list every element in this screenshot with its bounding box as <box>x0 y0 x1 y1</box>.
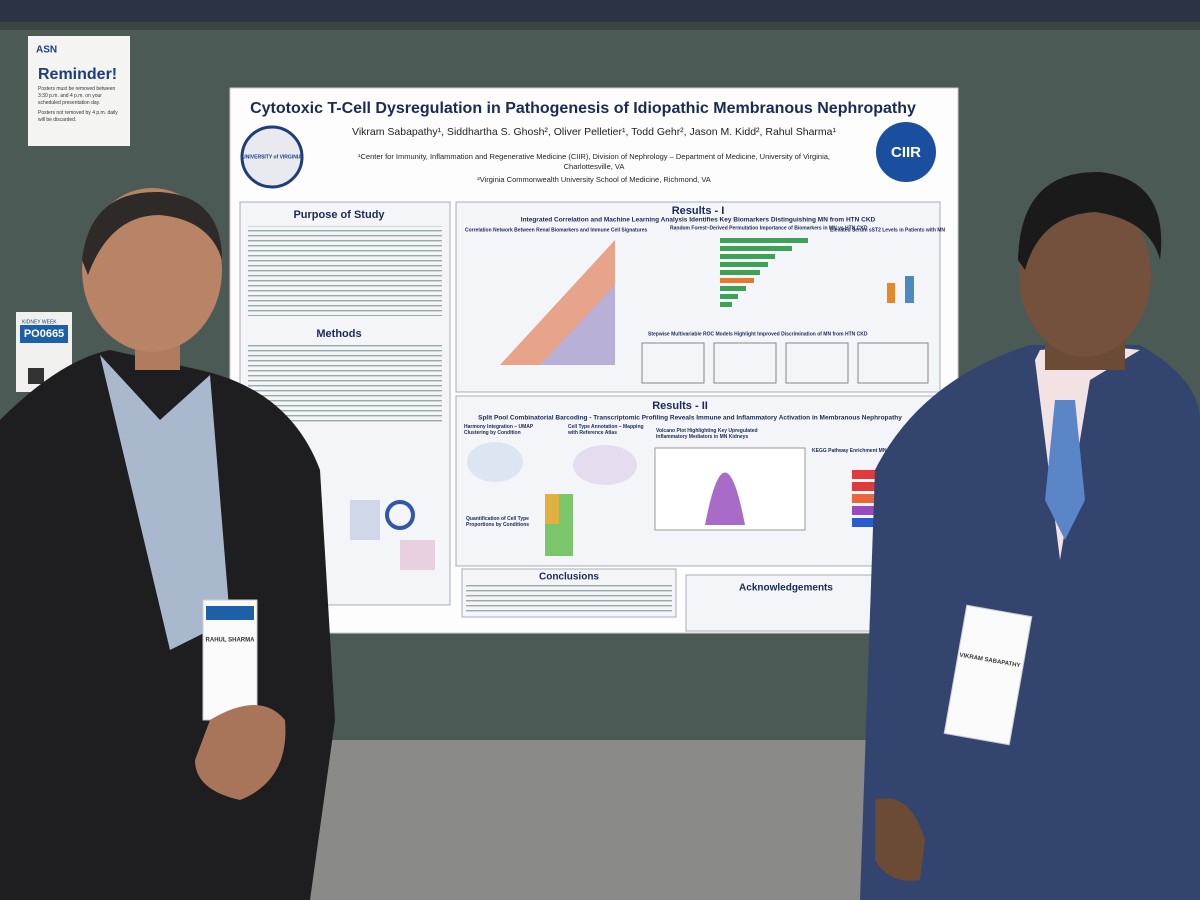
right-person-hair <box>1018 171 1162 270</box>
badge-band <box>206 606 254 620</box>
heatmap <box>540 285 615 365</box>
right-person-hand <box>875 798 925 881</box>
poster-title: Cytotoxic T-Cell Dysregulation in Pathog… <box>250 100 916 117</box>
uva-logo <box>240 125 304 189</box>
affiliation: Charlottesville, VA <box>564 162 625 171</box>
roc <box>641 342 705 384</box>
section-title: Results - I <box>672 205 725 217</box>
panel-title: Random Forest–Derived Permutation Import… <box>670 225 868 231</box>
affiliation: ²Virginia Commonwealth University School… <box>477 175 711 184</box>
reminder-body: Posters must be removed between 3:30 p.m… <box>38 86 126 124</box>
purpose-text <box>248 226 442 316</box>
bar <box>852 518 890 527</box>
figure <box>385 500 415 530</box>
number-bg <box>20 325 68 343</box>
reminder-brand: ASN <box>36 45 57 56</box>
panel-title: Volcano Plot Highlighting Key Upregulate… <box>656 428 758 440</box>
right-person-tie <box>1045 400 1085 540</box>
bar <box>887 283 895 303</box>
event-label: KIDNEY WEEK <box>22 319 57 325</box>
umap <box>573 445 637 485</box>
roc-panels <box>641 342 929 384</box>
figure <box>350 500 380 540</box>
ack-box <box>685 574 887 632</box>
bar <box>720 238 808 243</box>
text-lines <box>248 226 442 425</box>
bar <box>720 262 768 267</box>
ciir-logo-text: CIIR <box>891 144 921 161</box>
volcano-points <box>705 472 745 525</box>
left-person-shirt <box>100 355 230 650</box>
panel-title: Quantification of Cell Type Proportions … <box>466 516 530 528</box>
conclusions-text <box>466 584 672 612</box>
bar <box>720 294 738 299</box>
poster-authors: Vikram Sabapathy¹, Siddhartha S. Ghosh²,… <box>352 126 836 138</box>
panel-title: KEGG Pathway Enrichment MN VS HTN CKD <box>812 448 919 454</box>
reminder-line: Posters must be removed between 3:30 p.m… <box>38 86 116 106</box>
section-title: Acknowledgements <box>739 583 833 594</box>
section-subtitle: Integrated Correlation and Machine Learn… <box>521 217 876 224</box>
board-frame <box>0 22 1200 30</box>
results2-panels: Harmony Integration – UMAP Clustering by… <box>464 424 919 528</box>
panel-title: Elevated Serum sST2 Levels in Patients w… <box>830 227 945 233</box>
bar <box>720 286 746 291</box>
bar <box>720 254 775 259</box>
stacked-bar <box>545 494 559 524</box>
left-person-hair <box>82 191 222 275</box>
bar <box>905 276 914 303</box>
importance-bars <box>720 238 808 307</box>
umap <box>467 442 523 482</box>
ceiling <box>0 0 1200 25</box>
panel-title: Stepwise Multivariable ROC Models Highli… <box>648 331 868 337</box>
right-badge <box>943 604 1033 746</box>
affiliation: ¹Center for Immunity, Inflammation and R… <box>358 152 830 161</box>
reminder-sign <box>28 36 130 146</box>
bar <box>720 246 792 251</box>
roc <box>713 342 777 384</box>
poster-number: PO0665 <box>24 328 64 340</box>
bar <box>720 302 732 307</box>
section-title: Conclusions <box>539 572 599 583</box>
panel-title: Correlation Network Between Renal Biomar… <box>465 227 647 233</box>
roc <box>857 342 929 384</box>
roc <box>785 342 849 384</box>
bar <box>720 270 760 275</box>
reminder-title: Reminder! <box>38 66 117 83</box>
panel-title: Harmony Integration – UMAP Clustering by… <box>464 424 534 436</box>
ciir-logo <box>876 122 936 182</box>
uva-logo-text: UNIVERSITY of VIRGINIA <box>242 154 302 160</box>
section-title: Purpose of Study <box>293 209 385 221</box>
qr <box>28 368 44 384</box>
section-title: Results - II <box>652 400 708 412</box>
section-title: Methods <box>316 328 361 340</box>
section-subtitle: Split Pool Combinatorial Barcoding - Tra… <box>478 415 902 422</box>
bar <box>720 278 754 283</box>
panel-title: Cell Type Annotation – Mapping with Refe… <box>568 424 644 436</box>
badge-name: RAHUL SHARMA <box>206 638 256 644</box>
reminder-text: Posters must be removed between 3:30 p.m… <box>38 86 126 124</box>
left-person-hand <box>195 705 286 800</box>
right-person-head <box>1019 193 1151 357</box>
reminder-line: Posters not removed by 4 p.m. daily will… <box>38 110 118 123</box>
figure <box>400 540 435 570</box>
